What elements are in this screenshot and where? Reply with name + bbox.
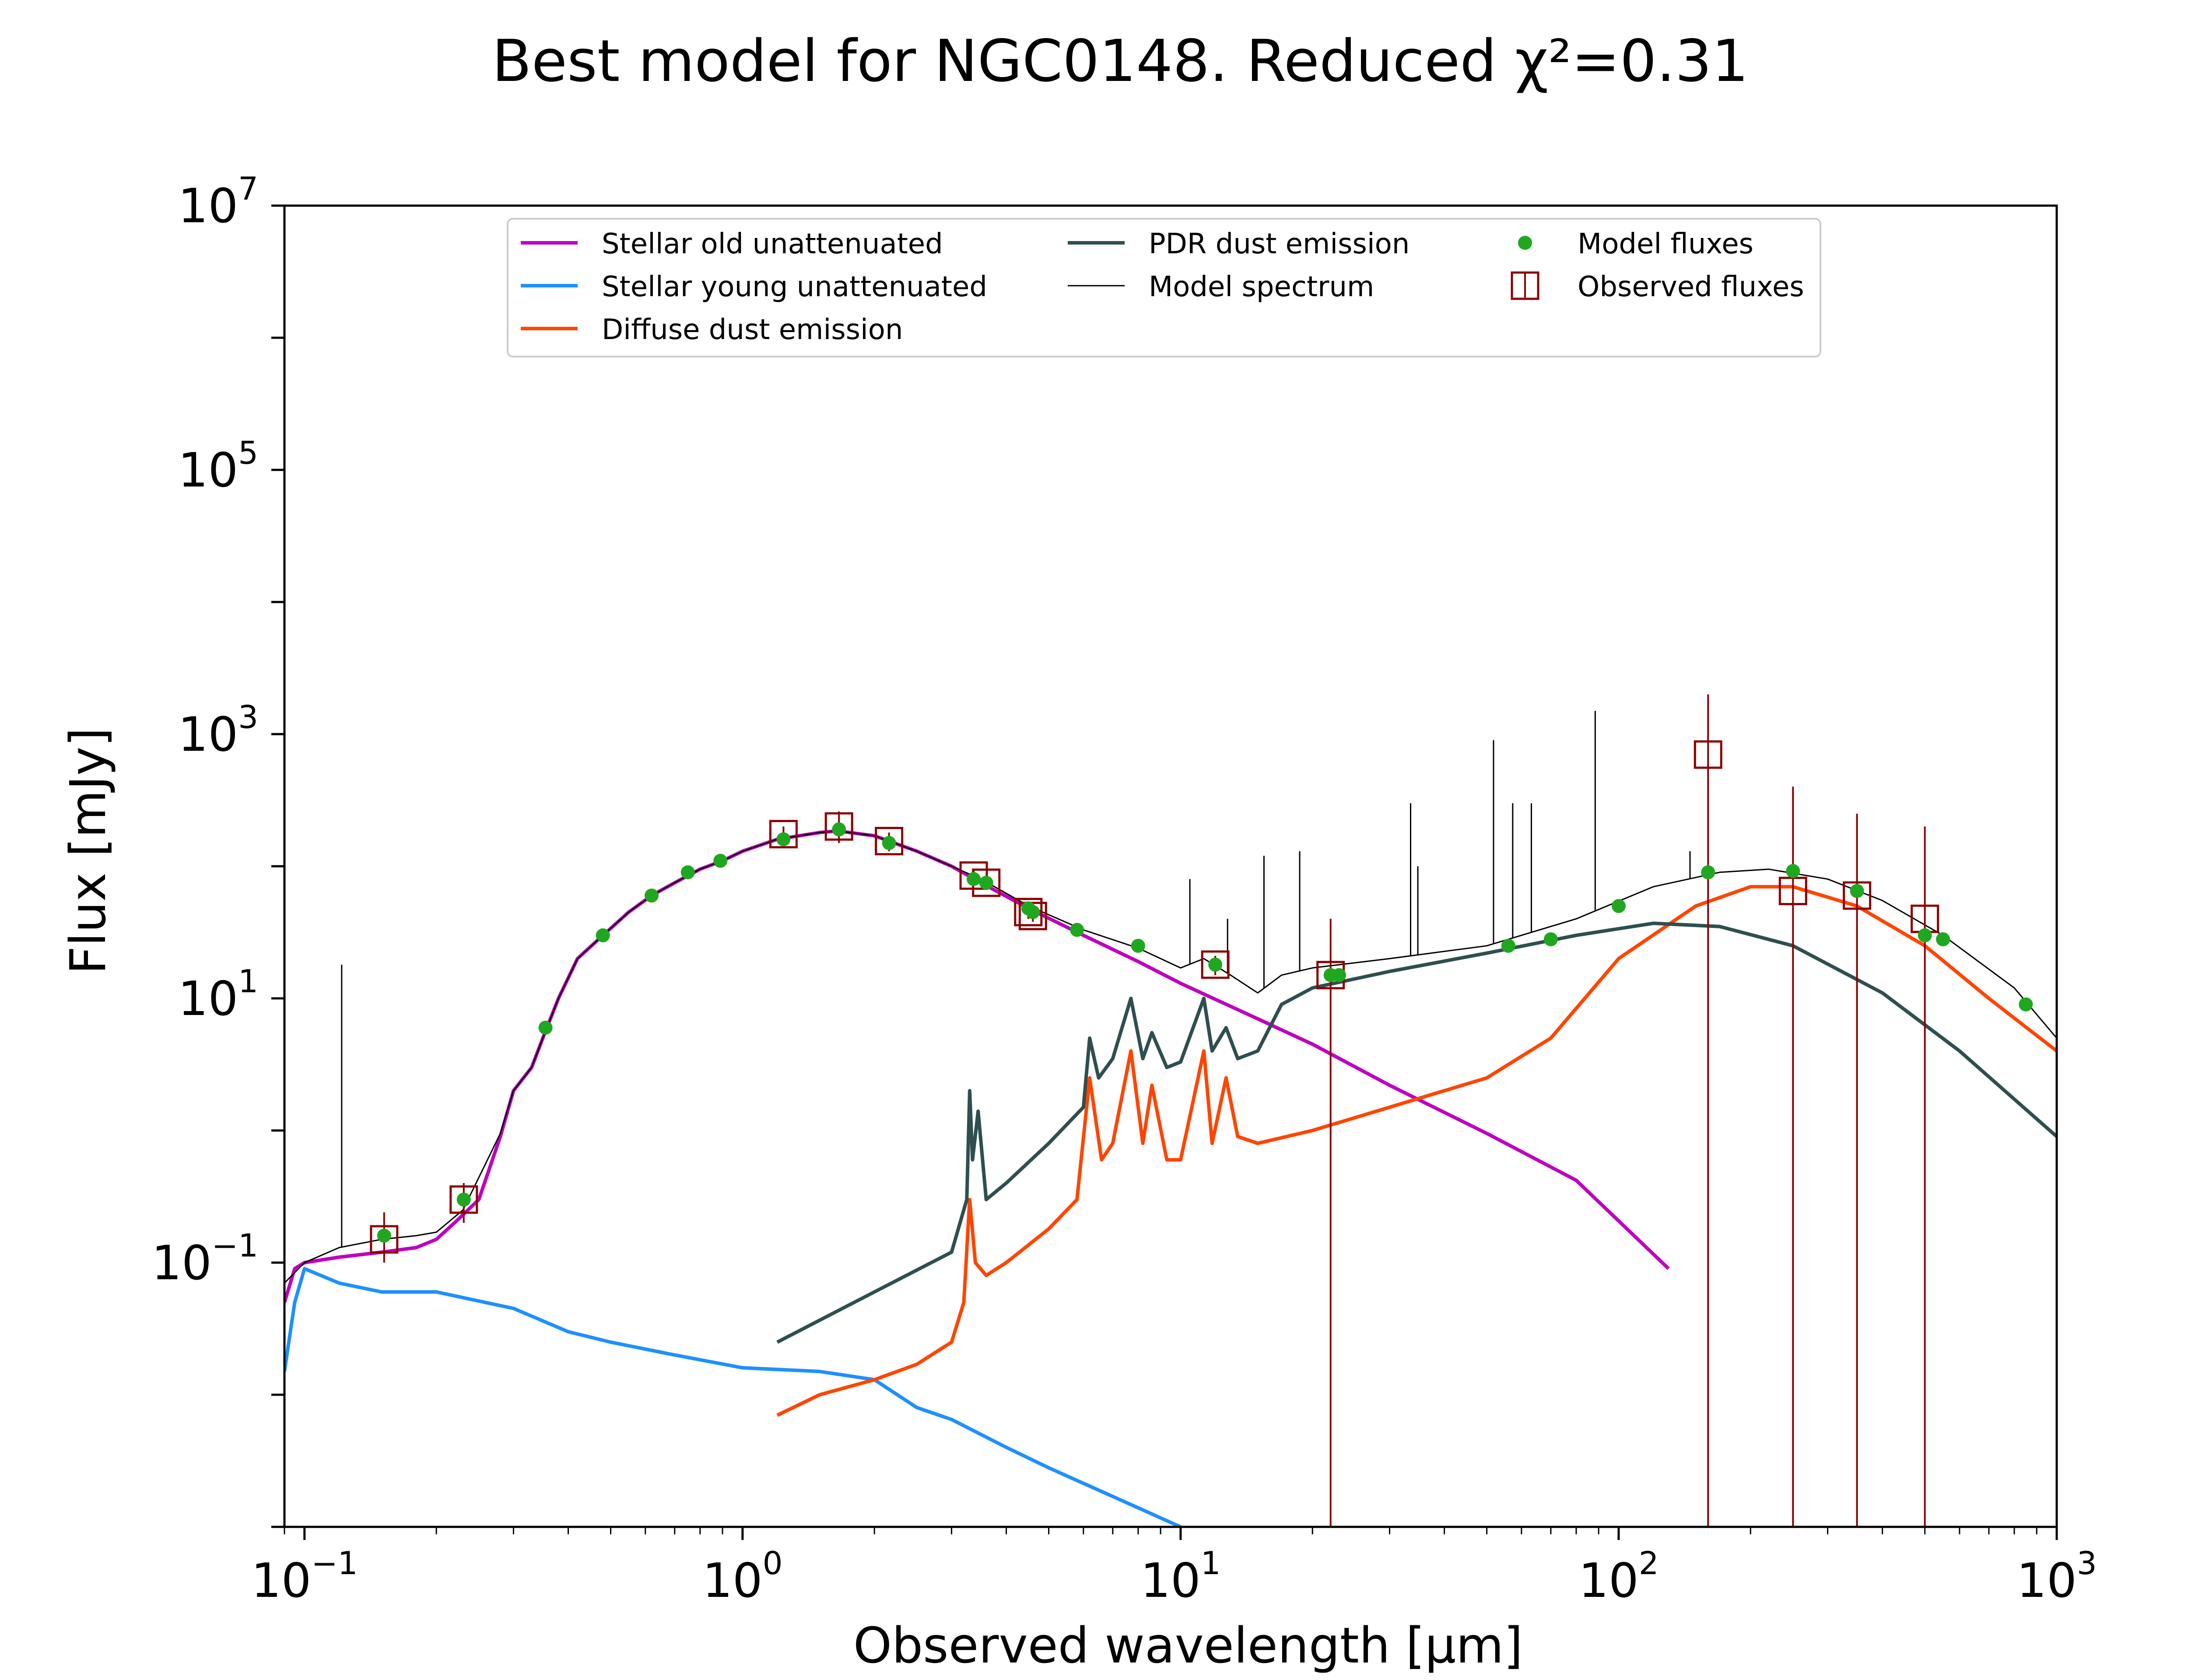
legend: Stellar old unattenuated Stellar young un… [507, 218, 1821, 357]
series-line-stellar-young-unattenuated [284, 1267, 1182, 1527]
axes: 10−1 100 101 102 103 10−1 101 103 105 107 [151, 170, 2097, 1608]
chart-title: Best model for NGC0148. Reduced χ²=0.31 [492, 28, 1748, 95]
model-flux-point [882, 836, 896, 850]
model-flux-point [596, 928, 610, 942]
model-flux-point [2019, 997, 2033, 1012]
observed-flux-marker [1018, 902, 1047, 931]
model-flux-point [1208, 957, 1223, 972]
model-flux-point [1332, 968, 1346, 982]
legend-item-stellar-young-unattenuated: Stellar young unattenuated [521, 271, 987, 303]
legend-item-pdr-dust-emission: PDR dust emission [1068, 228, 1410, 260]
model-flux-point [680, 865, 695, 879]
model-flux-point [645, 888, 659, 903]
legend-item-model-fluxes: Model fluxes [1518, 228, 1753, 260]
y-tick-label: 103 [178, 699, 258, 762]
observed-flux-marker [1843, 881, 1872, 910]
model-flux-point [1850, 884, 1864, 898]
model-flux-point [832, 822, 846, 836]
y-tick-label: 101 [178, 963, 258, 1026]
x-tick-label: 103 [2016, 1545, 2097, 1608]
model-flux-point [1026, 905, 1040, 919]
model-flux-point [713, 854, 728, 868]
legend-swatch [1518, 236, 1532, 250]
legend-label: Stellar old unattenuated [602, 228, 943, 260]
model-flux-point [377, 1228, 391, 1243]
observed-flux-marker [1201, 950, 1230, 979]
model-flux-point [1501, 938, 1515, 953]
y-axis-label: Flux [mJy] [60, 728, 117, 974]
legend-item-observed-fluxes: Observed fluxes [1511, 271, 1804, 303]
observed-flux-marker [449, 1185, 478, 1214]
legend-item-diffuse-dust-emission: Diffuse dust emission [521, 314, 903, 346]
legend-label: Observed fluxes [1578, 271, 1804, 303]
legend-label: PDR dust emission [1149, 228, 1410, 260]
plot-clip-group [284, 694, 2057, 1527]
legend-label: Diffuse dust emission [602, 314, 903, 346]
series-line-model-spectrum [284, 830, 2057, 1284]
model-flux-point [776, 832, 791, 847]
model-flux-point [1701, 865, 1715, 879]
model-flux-point [967, 872, 981, 886]
model-flux-point [1786, 864, 1800, 878]
y-tick-label: 105 [178, 434, 258, 498]
x-tick-label: 100 [702, 1545, 782, 1608]
x-tick-label: 102 [1578, 1545, 1659, 1608]
model-flux-point [1611, 899, 1626, 913]
observed-flux-marker [875, 827, 904, 856]
model-flux-point [538, 1020, 553, 1035]
model-flux-point [456, 1192, 471, 1207]
model-flux-point [1936, 932, 1950, 946]
x-tick-label: 10−1 [251, 1545, 358, 1608]
y-tick-label: 10−1 [151, 1227, 258, 1291]
series-line-pdr-dust-emission [776, 921, 2057, 1344]
legend-item-stellar-old-unattenuated: Stellar old unattenuated [521, 228, 943, 260]
legend-box [507, 218, 1821, 357]
legend-label: Model fluxes [1578, 228, 1753, 260]
series-line-diffuse-dust-emission [776, 885, 2057, 1417]
plot-area [284, 694, 2057, 1527]
model-flux-point [979, 875, 993, 890]
x-axis-label: Observed wavelength [μm] [853, 1617, 1523, 1674]
model-flux-point [1543, 932, 1558, 946]
legend-item-model-spectrum: Model spectrum [1068, 271, 1374, 303]
observed-flux-marker [1014, 898, 1043, 927]
observed-flux-marker [1694, 740, 1722, 769]
observed-flux-marker [370, 1225, 399, 1254]
observed-flux-marker [824, 812, 853, 841]
model-flux-point [1918, 928, 1932, 942]
model-flux-point [1070, 923, 1084, 937]
model-flux-point [1131, 938, 1145, 953]
legend-label: Stellar young unattenuated [602, 271, 987, 303]
legend-label: Model spectrum [1149, 271, 1374, 303]
observed-flux-marker [769, 820, 798, 849]
x-tick-label: 101 [1140, 1545, 1220, 1608]
y-tick-label: 107 [178, 170, 258, 234]
